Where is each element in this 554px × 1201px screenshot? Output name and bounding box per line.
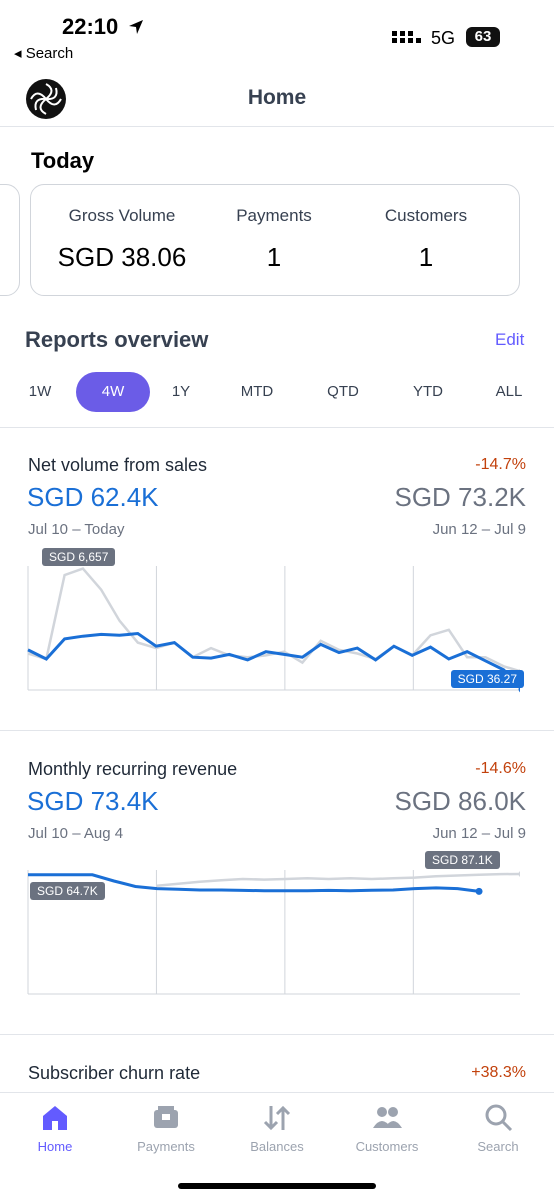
previous-range: Jun 12 – Jul 9 [432, 521, 526, 538]
metric-label: Customers [384, 206, 468, 225]
icon [485, 1104, 513, 1132]
card-title[interactable]: Monthly recurring revenue [28, 759, 238, 779]
previous-value: SGD 73.2K [394, 482, 526, 512]
edit-button[interactable]: Edit [495, 330, 525, 349]
tab-icon [482, 1102, 514, 1134]
current-range: Jul 10 – Aug 4 [28, 825, 124, 842]
card-title[interactable]: Subscriber churn rate [28, 1063, 201, 1083]
value-tag: SGD 87.1K [425, 851, 500, 869]
divider [0, 1034, 554, 1035]
card-change: -14.6% [475, 760, 526, 777]
previous-value: SGD 86.0K [394, 786, 526, 816]
sparkline-chart [27, 566, 520, 693]
end-point [518, 871, 520, 877]
app-logo[interactable] [25, 78, 67, 120]
metric-value: SGD 38.06 [57, 242, 187, 272]
battery: 63 [466, 27, 500, 47]
today-card[interactable] [30, 184, 520, 296]
nav-title: Home [247, 86, 307, 109]
value-tag: SGD 64.7K [30, 882, 105, 900]
previous-range: Jun 12 – Jul 9 [432, 825, 526, 842]
tab-label[interactable]: Balances [250, 1139, 304, 1154]
line-series [27, 631, 520, 690]
divider [0, 126, 554, 127]
end-point [475, 887, 483, 895]
signal-icon [392, 31, 421, 43]
tab-icon [371, 1102, 403, 1134]
back-link[interactable]: ◂ Search [14, 45, 74, 62]
current-value: SGD 62.4K [27, 482, 159, 512]
value-tag: SGD 36.27 [450, 670, 524, 688]
tab-icon [150, 1102, 182, 1134]
period-tab[interactable]: MTD [240, 383, 274, 400]
divider [0, 427, 554, 428]
icon [154, 1106, 178, 1128]
tab-icon [261, 1102, 293, 1134]
sparkline-chart [27, 870, 520, 995]
tab-icon [39, 1102, 71, 1134]
card-change: +38.3% [471, 1064, 526, 1081]
section-title: Reports overview [25, 327, 209, 352]
metric-value: 1 [266, 242, 282, 272]
status-time: 22:10 [62, 14, 119, 39]
tab-label[interactable]: Payments [137, 1139, 195, 1154]
card-title[interactable]: Net volume from sales [28, 455, 208, 475]
tab-label[interactable]: Customers [355, 1139, 419, 1154]
line-series [156, 872, 520, 888]
current-value: SGD 73.4K [27, 786, 159, 816]
divider [0, 730, 554, 731]
prev-card[interactable] [0, 184, 20, 296]
period-tab[interactable]: 1Y [171, 383, 191, 400]
tab-label[interactable]: Home [37, 1139, 73, 1154]
location-icon [129, 20, 143, 34]
icon [43, 1106, 67, 1130]
line-series [28, 873, 480, 893]
metric-label: Payments [236, 206, 312, 225]
tab-bar [0, 1092, 554, 1201]
icon [373, 1107, 402, 1128]
network: 5G [431, 28, 456, 48]
home-indicator [178, 1183, 376, 1189]
value-tag: SGD 6,657 [42, 548, 116, 566]
tab-label[interactable]: Search [477, 1139, 519, 1154]
current-range: Jul 10 – Today [28, 521, 125, 538]
period-tab[interactable]: YTD [413, 383, 443, 400]
period-tab[interactable]: ALL [495, 383, 523, 400]
card-change: -14.7% [475, 456, 526, 473]
metric-label: Gross Volume [68, 206, 176, 225]
icon [263, 1105, 291, 1131]
period-tab[interactable]: QTD [327, 383, 359, 400]
period-tab[interactable]: 1W [28, 383, 52, 400]
metric-value: 1 [418, 242, 434, 272]
period-tab[interactable]: 4W [76, 372, 150, 412]
section-title: Today [31, 148, 95, 173]
